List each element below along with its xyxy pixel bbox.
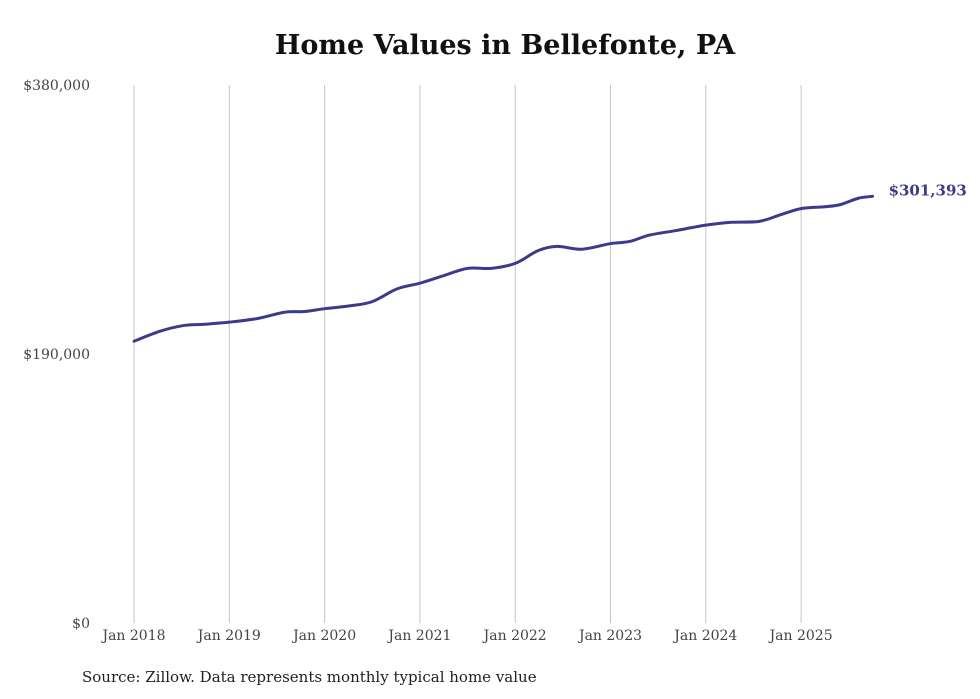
x-tick-label: Jan 2025 bbox=[768, 628, 833, 644]
y-tick-label: $190,000 bbox=[23, 347, 90, 363]
x-tick-label: Jan 2021 bbox=[386, 628, 451, 644]
series-line bbox=[132, 194, 875, 343]
x-tick-label: Jan 2022 bbox=[482, 628, 547, 644]
end-value-label: $301,393 bbox=[889, 181, 967, 199]
x-tick-label: Jan 2018 bbox=[100, 628, 165, 644]
x-tick-label: Jan 2023 bbox=[577, 628, 642, 644]
x-tick-label: Jan 2020 bbox=[291, 628, 356, 644]
source-note: Source: Zillow. Data represents monthly … bbox=[82, 668, 537, 686]
y-tick-label: $380,000 bbox=[23, 78, 90, 94]
x-tick-label: Jan 2019 bbox=[196, 628, 261, 644]
x-tick-label: Jan 2024 bbox=[672, 628, 737, 644]
chart-title: Home Values in Bellefonte, PA bbox=[274, 30, 736, 61]
y-tick-label: $0 bbox=[72, 616, 90, 632]
